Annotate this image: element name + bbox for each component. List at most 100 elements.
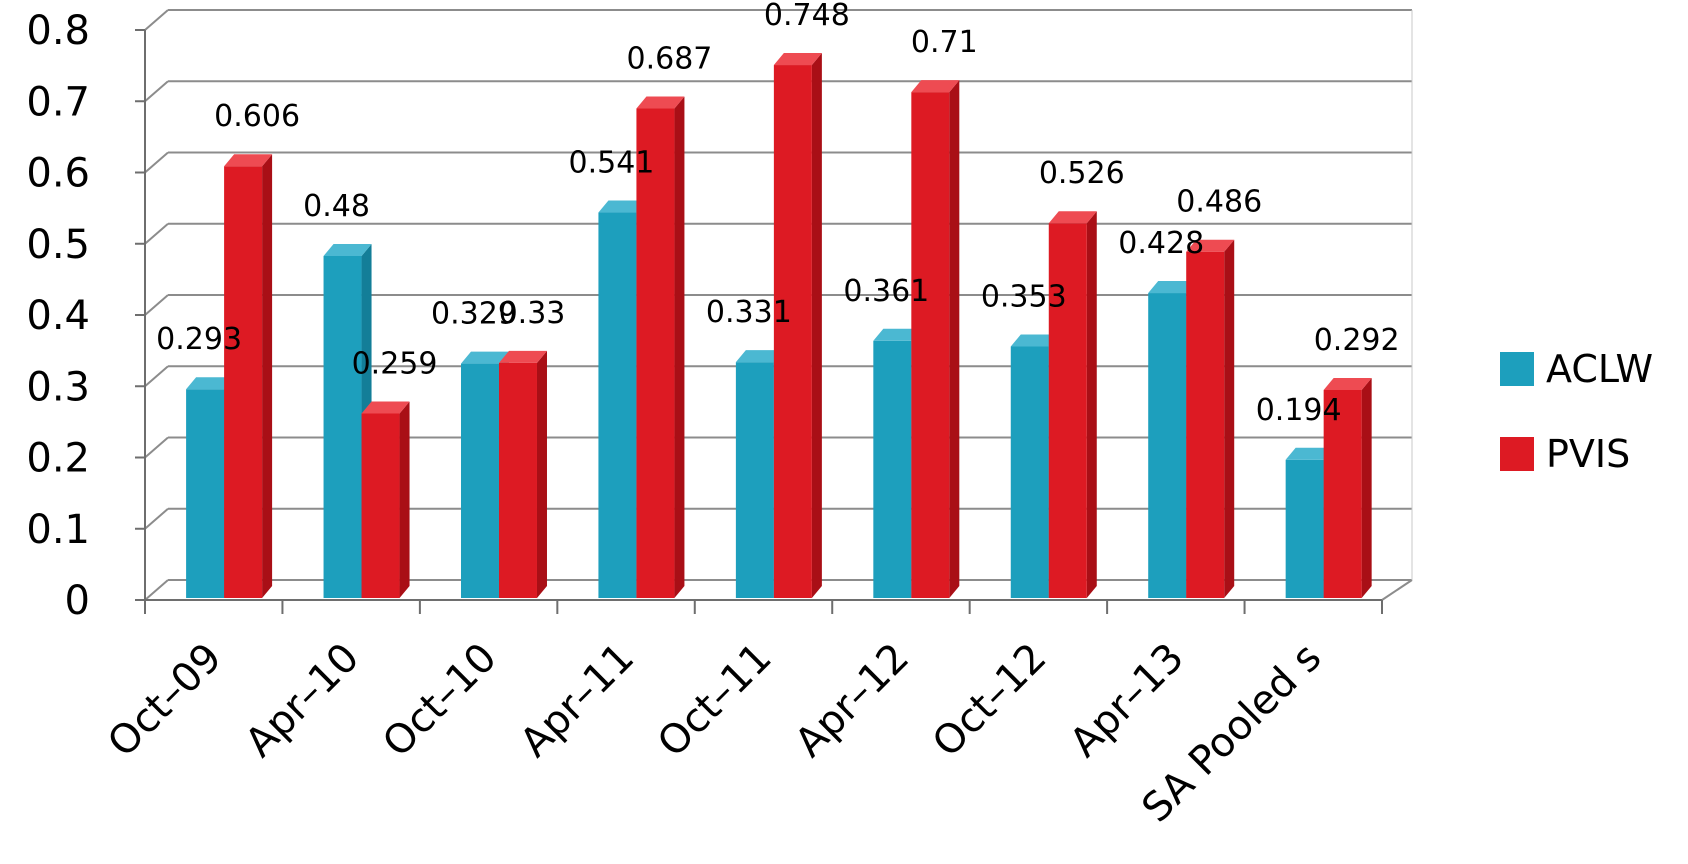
- bar-front: [1285, 459, 1324, 598]
- bar-pvis-8: [1323, 377, 1372, 598]
- data-label: 0.329: [431, 297, 517, 332]
- y-tick-label: 0.1: [26, 507, 90, 553]
- floor-edge: [1381, 579, 1413, 601]
- bar-top: [1048, 211, 1097, 224]
- data-label: 0.748: [764, 0, 850, 33]
- legend-swatch-aclw: [1500, 352, 1534, 386]
- x-tick-label: Apr–10: [237, 635, 369, 767]
- bar-side: [262, 154, 273, 598]
- data-label: 0.687: [626, 42, 712, 77]
- bar-pvis-4: [773, 53, 822, 599]
- bar-side: [674, 96, 685, 598]
- y-tick-label: 0.4: [26, 293, 90, 339]
- y-tick-label: 0.2: [26, 436, 90, 482]
- bar-pvis-5: [911, 80, 960, 598]
- data-label: 0.606: [214, 99, 300, 134]
- x-tick-label: Oct–09: [99, 635, 231, 767]
- bar-side: [1361, 377, 1372, 598]
- y-tick-label: 0: [65, 578, 90, 624]
- bar-top: [911, 80, 960, 93]
- bar-top: [460, 351, 509, 364]
- bar-side: [1224, 239, 1235, 598]
- bar-front: [1148, 293, 1187, 598]
- data-label: 0.361: [843, 274, 929, 309]
- gridline-depth: [144, 151, 169, 174]
- bar-top: [1010, 334, 1059, 347]
- bar-side: [536, 350, 547, 598]
- bar-top: [636, 96, 685, 109]
- gridline-depth: [144, 294, 169, 316]
- bar-top: [1148, 281, 1197, 294]
- gridline-depth: [144, 436, 169, 459]
- legend-label-aclw: ACLW: [1546, 347, 1653, 391]
- bar-front: [498, 362, 537, 598]
- x-tick-label: Oct–12: [924, 635, 1056, 767]
- y-tick-label: 0.3: [26, 364, 90, 410]
- data-label: 0.194: [1256, 393, 1342, 428]
- bar-top: [735, 350, 784, 363]
- y-tick-label: 0.7: [26, 79, 90, 125]
- bar-side: [949, 80, 960, 598]
- x-tick-label: Apr–13: [1061, 635, 1193, 767]
- bar-top: [598, 200, 647, 213]
- bar-front: [773, 65, 812, 599]
- data-label: 0.428: [1118, 226, 1204, 261]
- x-tick-label: Oct–10: [374, 635, 506, 767]
- bar-front: [323, 256, 362, 598]
- bar-top: [873, 328, 922, 341]
- bar-pvis-1: [361, 401, 410, 598]
- chart-bars: [186, 53, 1372, 599]
- bar-top: [1323, 377, 1372, 390]
- data-label: 0.331: [706, 295, 792, 330]
- bar-front: [224, 166, 263, 598]
- bar-front: [598, 212, 637, 598]
- bar-front: [361, 413, 400, 598]
- bar-side: [811, 53, 822, 599]
- bar-pvis-6: [1048, 211, 1097, 598]
- bar-side: [1086, 211, 1097, 598]
- bar-top: [1186, 239, 1235, 252]
- bar-front: [636, 108, 675, 598]
- bar-front: [460, 363, 499, 598]
- bar-top: [498, 350, 547, 363]
- gridline-depth: [144, 80, 169, 103]
- legend-swatch-pvis: [1500, 437, 1534, 471]
- bar-top: [773, 53, 822, 66]
- bar-top: [186, 377, 235, 390]
- gridline-depth: [144, 579, 169, 601]
- bar-front: [1323, 389, 1362, 598]
- chart-legend: ACLW PVIS: [1500, 347, 1653, 476]
- y-tick-label: 0.6: [26, 151, 90, 197]
- bar-front: [911, 92, 950, 598]
- data-label: 0.293: [156, 322, 242, 357]
- gridline-depth: [144, 365, 169, 388]
- y-tick-label: 0.8: [26, 8, 90, 54]
- bar-top: [1285, 447, 1334, 460]
- x-tick-label: Oct–11: [649, 635, 781, 767]
- bar-front: [1186, 251, 1225, 598]
- x-tick-label: Apr–12: [786, 635, 918, 767]
- legend-label-pvis: PVIS: [1546, 432, 1630, 476]
- bar-pvis-3: [636, 96, 685, 598]
- bar-pvis-7: [1186, 239, 1235, 598]
- data-label: 0.353: [981, 279, 1067, 314]
- bar-front: [735, 362, 774, 598]
- gridline-depth: [144, 222, 169, 245]
- bar-pvis-0: [224, 154, 273, 598]
- x-tick-label: Apr–11: [512, 635, 644, 767]
- bar-side: [399, 401, 410, 598]
- bar-front: [186, 389, 225, 598]
- gridline-depth: [144, 9, 169, 31]
- data-label: 0.292: [1314, 323, 1400, 358]
- data-label: 0.33: [499, 296, 566, 331]
- data-label: 0.541: [568, 146, 654, 181]
- bar-pvis-2: [498, 350, 547, 598]
- data-label: 0.526: [1039, 156, 1125, 191]
- bar-top: [323, 244, 372, 256]
- bar-front: [873, 340, 912, 598]
- data-label: 0.71: [911, 25, 978, 60]
- data-label: 0.48: [303, 189, 370, 224]
- bar-top: [224, 154, 273, 167]
